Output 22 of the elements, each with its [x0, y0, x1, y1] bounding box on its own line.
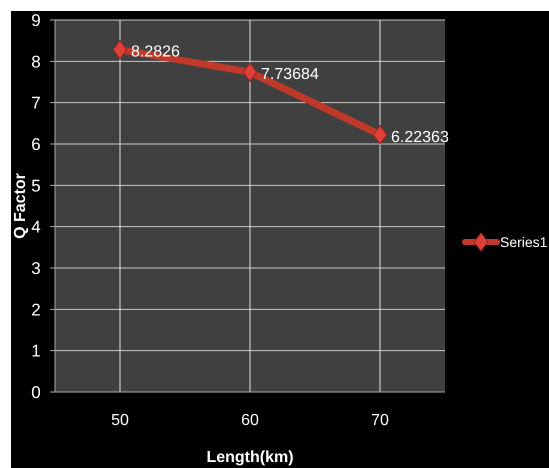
- y-tick-label: 6: [31, 135, 41, 154]
- y-axis-title: Q Factor: [12, 173, 29, 239]
- y-tick-label: 3: [31, 259, 41, 278]
- point: [372, 125, 388, 144]
- data-label: 6.22363: [391, 128, 449, 146]
- y-tick-label: 2: [31, 300, 41, 320]
- x-tick-label: 70: [371, 412, 389, 429]
- x-tick-label: 60: [241, 412, 259, 429]
- y-tick-label: 7: [31, 94, 41, 113]
- y-tick-label: 1: [31, 342, 41, 361]
- data-label: 7.73684: [261, 66, 319, 84]
- y-tick-label: 5: [31, 176, 41, 196]
- y-tick-label: 8: [31, 52, 41, 72]
- y-tick-label: 4: [31, 218, 41, 237]
- point: [112, 40, 128, 60]
- y-tick-label: 0: [31, 383, 41, 402]
- data-label: 8.2826: [131, 44, 180, 61]
- y-tick-label: 9: [31, 11, 41, 30]
- x-axis-title: Length(km): [206, 449, 294, 466]
- x-tick-label: 50: [111, 412, 129, 429]
- legend-label: Series1: [500, 234, 548, 250]
- point: [242, 62, 258, 82]
